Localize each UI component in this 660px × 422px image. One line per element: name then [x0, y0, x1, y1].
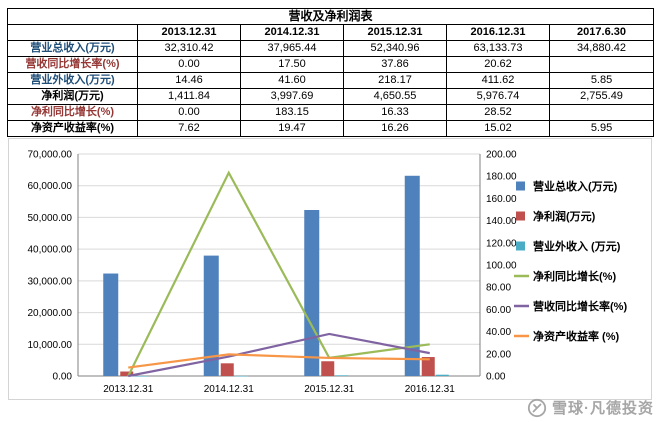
svg-text:净利润(万元): 净利润(万元): [533, 209, 596, 223]
table-cell: [548, 56, 655, 73]
table-cell: 15.02: [446, 120, 550, 137]
table-cell: 28.52: [446, 104, 550, 121]
svg-text:120.00: 120.00: [486, 238, 517, 249]
svg-text:2014.12.31: 2014.12.31: [204, 384, 254, 395]
table-cell: 2,755.49: [548, 88, 655, 105]
table-cell: 0.00: [137, 104, 241, 121]
table-cell: 5,976.74: [446, 88, 550, 105]
table-cell: 37.86: [343, 56, 447, 73]
table-cell: 7.62: [137, 120, 241, 137]
table-column-header: 2014.12.31: [240, 24, 344, 41]
row-label: 营业总收入(万元): [7, 40, 138, 57]
table-title: 营收及净利润表: [6, 8, 655, 25]
table-row: 净资产收益率(%) 7.62 19.47 16.26 15.02 5.95: [7, 120, 655, 137]
line-series-2: [128, 353, 430, 369]
row-label: 净利同比增长(%): [7, 104, 138, 121]
bar-series-2: [134, 374, 449, 377]
table-column-header: 2013.12.31: [137, 24, 241, 41]
row-label: 净利润(万元): [7, 88, 138, 105]
table-cell: 0.00: [137, 56, 241, 73]
chart-legend: 营业总收入(万元) 净利润(万元) 营业外收入 (万元) 净利同比增长(%) 营收同比增…: [514, 179, 627, 343]
svg-text:营收同比增长率(%): 营收同比增长率(%): [533, 299, 627, 313]
table-row: 营业外收入(万元) 14.46 41.60 218.17 411.62 5.85: [7, 72, 655, 89]
chart-canvas: 0.00 10,000.00 20,000.00 30,000.00 40,000.00…: [8, 138, 652, 400]
table-cell: 20.62: [446, 56, 550, 73]
row-label: 营收同比增长率(%): [7, 56, 138, 73]
table-column-header: 2016.12.31: [446, 24, 550, 41]
table-row: 净利润(万元) 1,411.84 3,997.69 4,650.55 5,976.74 2…: [7, 88, 655, 105]
svg-text:20.00: 20.00: [486, 349, 511, 360]
svg-text:0.00: 0.00: [53, 372, 73, 383]
svg-text:净资产收益率 (%): 净资产收益率 (%): [533, 329, 619, 343]
table-cell: 63,133.73: [446, 40, 550, 57]
svg-text:2015.12.31: 2015.12.31: [304, 384, 354, 395]
revenue-profit-chart: 0.00 10,000.00 20,000.00 30,000.00 40,000.00…: [8, 138, 652, 400]
xueqiu-logo-icon: [527, 398, 547, 417]
svg-text:30,000.00: 30,000.00: [28, 276, 73, 287]
svg-text:2016.12.31: 2016.12.31: [405, 384, 455, 395]
table-cell: 16.26: [343, 120, 447, 137]
table-row: 营收同比增长率(%) 0.00 17.50 37.86 20.62: [7, 56, 655, 73]
table-cell: 41.60: [240, 72, 344, 89]
watermark-text: 雪球·凡德投资: [552, 400, 654, 417]
line-series-0: [127, 170, 430, 377]
table-cell: 16.33: [343, 104, 447, 121]
watermark: 雪球·凡德投资: [527, 397, 654, 418]
table-cell: 5.95: [548, 120, 655, 137]
svg-text:净利同比增长(%): 净利同比增长(%): [533, 269, 616, 283]
table-cell: 5.85: [548, 72, 655, 89]
table-cell: 17.50: [240, 56, 344, 73]
x-axis-labels: 2013.12.31 2014.12.31 2015.12.31 2016.12.31: [103, 384, 455, 395]
table-cell: 1,411.84: [137, 88, 241, 105]
table-row: 净利同比增长(%) 0.00 183.15 16.33 28.52: [7, 104, 655, 121]
svg-text:100.00: 100.00: [486, 261, 517, 272]
svg-text:160.00: 160.00: [486, 194, 517, 205]
table-row: 营业总收入(万元) 32,310.42 37,965.44 52,340.96 63,1…: [7, 40, 655, 57]
svg-text:200.00: 200.00: [486, 150, 517, 161]
left-axis-tick-labels: 0.00 10,000.00 20,000.00 30,000.00 40,000.00…: [28, 150, 73, 383]
svg-text:20,000.00: 20,000.00: [28, 308, 73, 319]
bar-series-1: [120, 357, 435, 376]
svg-text:40.00: 40.00: [486, 327, 511, 338]
right-axis-tick-labels: 0.00 20.00 40.00 60.00 80.00 100.00 120.00 140.…: [486, 150, 517, 383]
table-cell: 218.17: [343, 72, 447, 89]
svg-text:180.00: 180.00: [486, 172, 517, 183]
table-cell: 14.46: [137, 72, 241, 89]
row-label: 营业外收入(万元): [7, 72, 138, 89]
table-cell: [548, 104, 655, 121]
svg-text:营业总收入(万元): 营业总收入(万元): [533, 179, 618, 193]
table-cell: 52,340.96: [343, 40, 447, 57]
svg-text:60.00: 60.00: [486, 305, 511, 316]
svg-text:40,000.00: 40,000.00: [28, 245, 73, 256]
table-cell: 3,997.69: [240, 88, 344, 105]
svg-text:140.00: 140.00: [486, 216, 517, 227]
svg-text:60,000.00: 60,000.00: [28, 181, 73, 192]
svg-text:2013.12.31: 2013.12.31: [103, 384, 153, 395]
svg-text:10,000.00: 10,000.00: [28, 340, 73, 351]
svg-text:50,000.00: 50,000.00: [28, 213, 73, 224]
table-column-header: 2017.6.30: [548, 24, 655, 41]
table-column-header: [7, 24, 138, 41]
table-cell: 19.47: [240, 120, 344, 137]
revenue-profit-table: 营收及净利润表 2013.12.31 2014.12.31 2015.12.31 201…: [6, 8, 655, 137]
row-label: 净资产收益率(%): [7, 120, 138, 137]
table-cell: 37,965.44: [240, 40, 344, 57]
table-column-header: 2015.12.31: [343, 24, 447, 41]
line-series-1: [128, 332, 430, 378]
table-cell: 32,310.42: [137, 40, 241, 57]
svg-text:80.00: 80.00: [486, 283, 511, 294]
table-cell: 4,650.55: [343, 88, 447, 105]
svg-text:营业外收入 (万元): 营业外收入 (万元): [533, 239, 621, 253]
table-cell: 183.15: [240, 104, 344, 121]
svg-text:70,000.00: 70,000.00: [28, 150, 73, 161]
table-cell: 411.62: [446, 72, 550, 89]
table-cell: 34,880.42: [548, 40, 655, 57]
svg-text:0.00: 0.00: [486, 372, 506, 383]
